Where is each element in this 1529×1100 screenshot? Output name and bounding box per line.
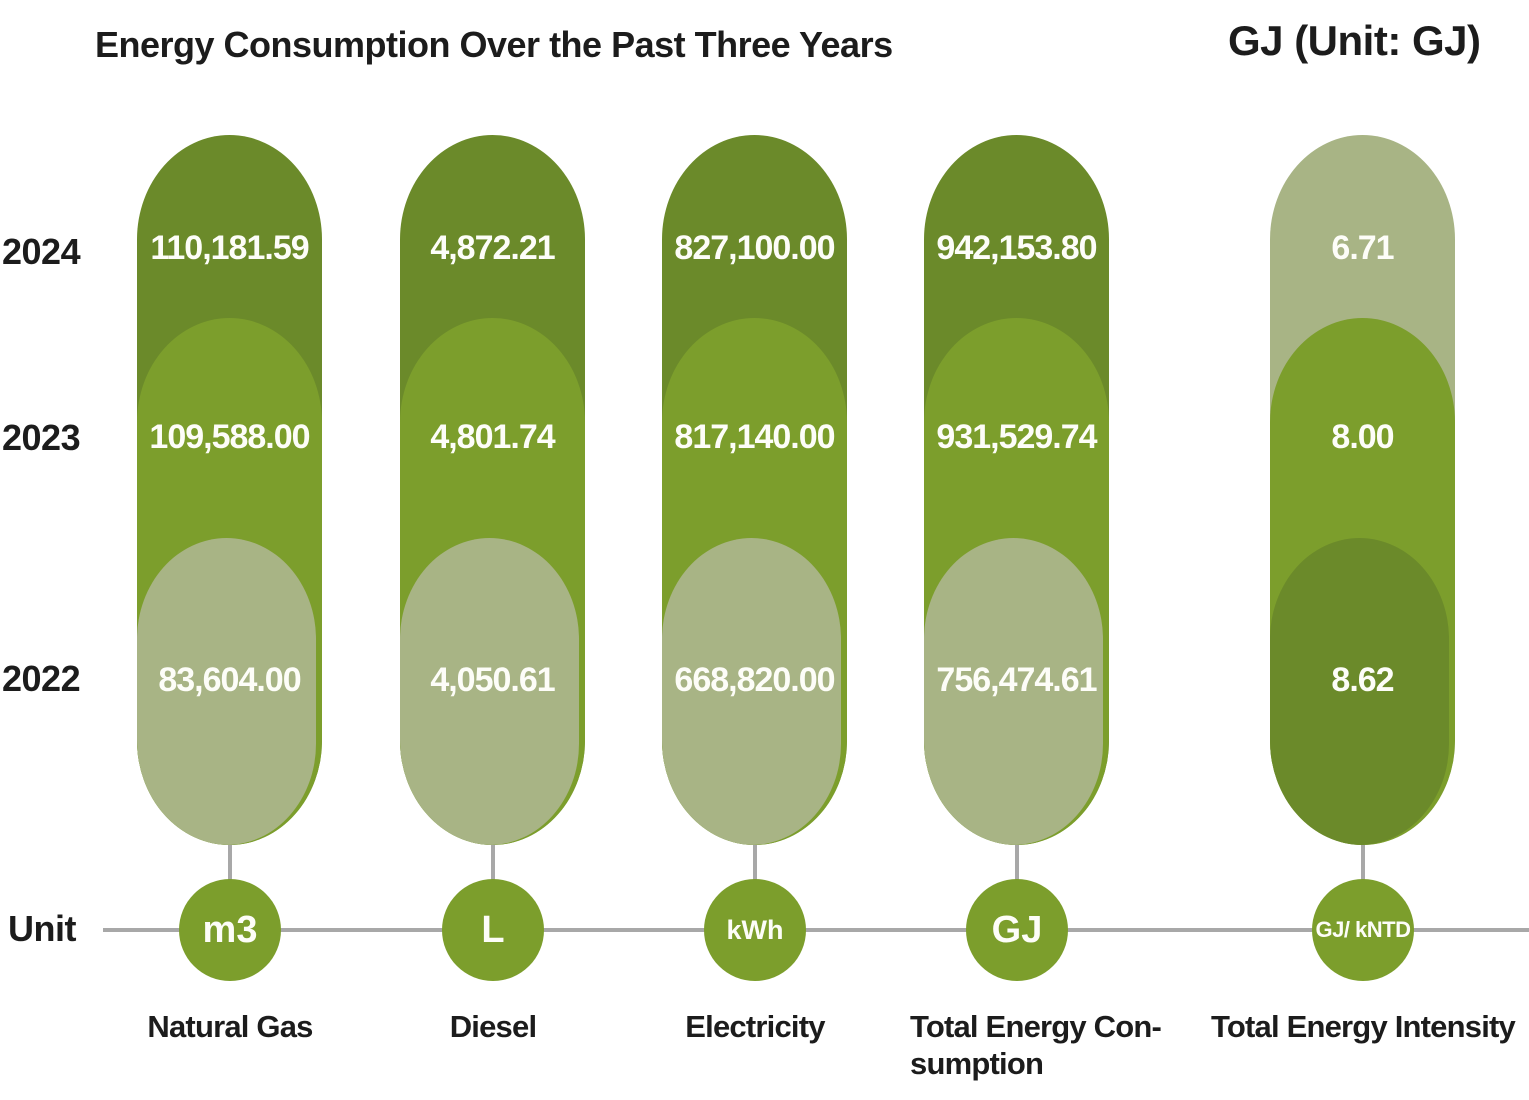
year-label-2023: 2023 [2,417,81,458]
unit-axis-line [103,928,1529,932]
connector-diesel [491,845,495,880]
year-label-2024: 2024 [2,231,81,272]
unit-circle-electricity: kWh [704,879,806,981]
category-label-total-energy-consumption: Total Energy Con- sumption [910,1008,1200,1082]
connector-natural-gas [228,845,232,880]
pill-column-diesel: 4,872.21 4,801.74 4,050.61 [400,135,585,845]
category-label-line1: Diesel [449,1009,537,1044]
connector-total-energy-consumption [1015,845,1019,880]
unit-circle-total-energy-intensity: GJ/ kNTD [1312,879,1414,981]
value-diesel-2022: 4,050.61 [430,661,555,699]
unit-row-label: Unit [8,908,76,949]
value-electricity-2024: 827,100.00 [674,229,835,267]
connector-total-energy-intensity [1361,845,1365,880]
segment-2022 [137,538,316,845]
category-label-total-energy-intensity: Total Energy Intensity [1188,1008,1529,1045]
category-label-diesel: Diesel [368,1008,618,1045]
category-label-line2: sumption [910,1046,1044,1081]
chart-unit-note: GJ (Unit: GJ) [1228,17,1481,64]
category-label-line1: Total Energy Intensity [1211,1009,1516,1044]
category-label-line1: Natural Gas [147,1009,313,1044]
pill-column-total-energy-consumption: 942,153.80 931,529.74 756,474.61 [924,135,1109,845]
category-label-line1: Total Energy Con- [910,1009,1162,1044]
year-label-2022: 2022 [2,658,81,699]
value-intensity-2022: 8.62 [1331,661,1394,699]
value-diesel-2023: 4,801.74 [430,418,555,456]
unit-circle-natural-gas: m3 [179,879,281,981]
chart-title: Energy Consumption Over the Past Three Y… [95,24,893,65]
category-label-line1: Electricity [685,1009,825,1044]
connector-electricity [753,845,757,880]
value-natural-gas-2022: 83,604.00 [158,661,301,699]
pill-column-total-energy-intensity: 6.71 8.00 8.62 [1270,135,1455,845]
pill-column-electricity: 827,100.00 817,140.00 668,820.00 [662,135,847,845]
value-electricity-2022: 668,820.00 [674,661,835,699]
category-label-electricity: Electricity [630,1008,880,1045]
value-total-consumption-2023: 931,529.74 [936,418,1097,456]
value-electricity-2023: 817,140.00 [674,418,835,456]
value-total-consumption-2024: 942,153.80 [936,229,1097,267]
value-intensity-2023: 8.00 [1331,418,1394,456]
value-total-consumption-2022: 756,474.61 [936,661,1097,699]
category-label-natural-gas: Natural Gas [105,1008,355,1045]
segment-2022 [1270,538,1449,845]
value-natural-gas-2024: 110,181.59 [150,229,309,267]
unit-circle-diesel: L [442,879,544,981]
value-natural-gas-2023: 109,588.00 [149,418,310,456]
segment-2022 [924,538,1103,845]
value-intensity-2024: 6.71 [1331,229,1394,267]
unit-circle-total-energy-consumption: GJ [966,879,1068,981]
pill-column-natural-gas: 110,181.59 109,588.00 83,604.00 [137,135,322,845]
segment-2022 [400,538,579,845]
segment-2022 [662,538,841,845]
value-diesel-2024: 4,872.21 [430,229,555,267]
